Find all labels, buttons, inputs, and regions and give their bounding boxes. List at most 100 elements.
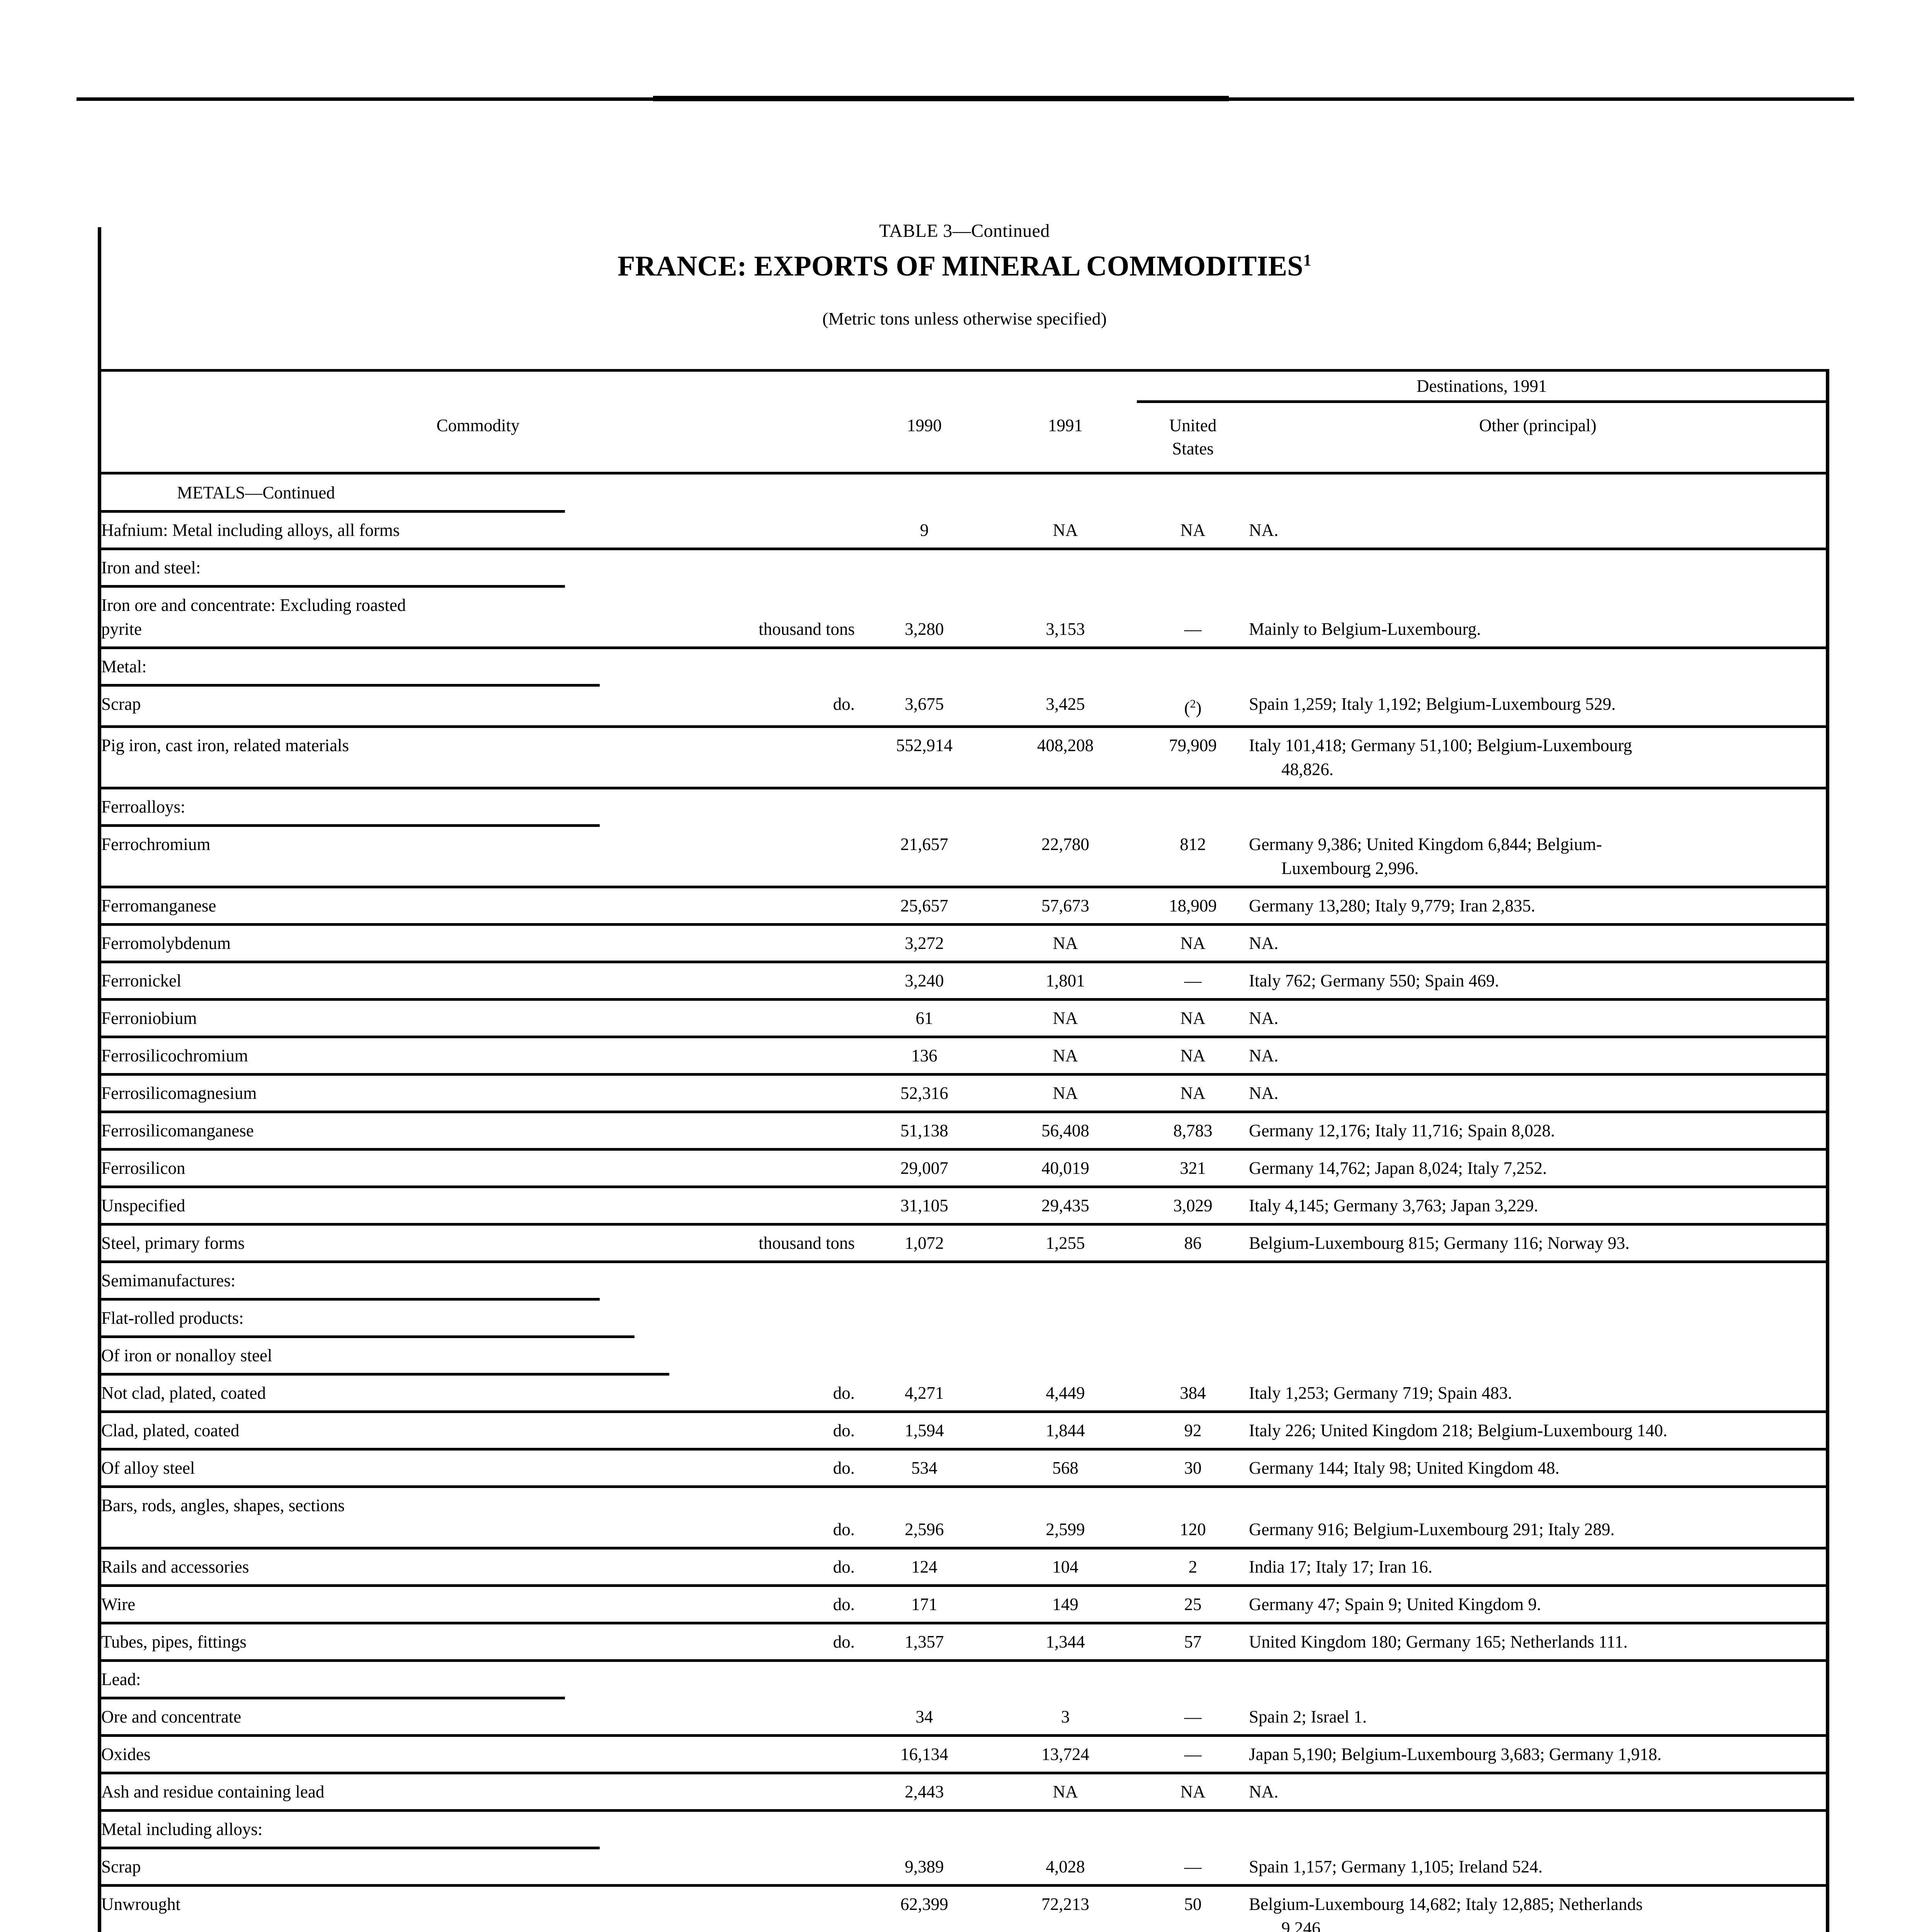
table-rule — [101, 510, 1827, 513]
horizontal-rule — [101, 585, 565, 588]
commodity-label: Scrap — [101, 1857, 141, 1876]
other-destinations: Japan 5,190; Belgium-Luxembourg 3,683; G… — [1249, 1737, 1827, 1772]
unit-label — [692, 728, 855, 787]
header-commodity: Commodity — [436, 416, 520, 435]
commodity-label: Ferrosilicon — [101, 1158, 185, 1178]
horizontal-rule — [101, 886, 1827, 888]
rule-cell — [101, 1734, 1827, 1737]
table-rule — [101, 684, 1827, 687]
rule-cell — [101, 1073, 1827, 1076]
commodity-label: Semimanufactures: — [101, 1271, 236, 1290]
table-row: Clad, plated, coated do. 1,594 1,844 92 Italy… — [101, 1413, 1827, 1448]
us-value: 812 — [1180, 835, 1206, 854]
rule-cell — [101, 1584, 1827, 1587]
rule-cell — [101, 886, 1827, 888]
units-note: (Metric tons unless otherwise specified) — [822, 309, 1107, 328]
rule-cell — [101, 1884, 1827, 1887]
year-1990-value: 3,272 — [905, 934, 944, 953]
us-value: 50 — [1184, 1895, 1202, 1914]
other-destinations-line1: United Kingdom 180; Germany 165; Netherl… — [1249, 1632, 1628, 1651]
year-1991-value: 4,028 — [1046, 1857, 1085, 1876]
horizontal-rule — [101, 1584, 1827, 1587]
rule-cell — [101, 998, 1827, 1001]
year-1991-value — [994, 550, 1137, 585]
rule-cell — [101, 1298, 1827, 1301]
other-destinations-line1: Spain 1,157; Germany 1,105; Ireland 524. — [1249, 1857, 1543, 1876]
year-1990-value-text: 3,280 — [905, 619, 944, 639]
unit-label: do. — [833, 1632, 855, 1651]
unit-label — [692, 1887, 855, 1932]
table-row: Ore and concentrate 34 3 — Spain 2; Israel … — [101, 1699, 1827, 1734]
us-value: 384 — [1180, 1383, 1206, 1403]
other-destinations: United Kingdom 180; Germany 165; Netherl… — [1249, 1624, 1827, 1659]
table-row: Scrap do. 3,675 3,425 (2) Spain 1,259; Italy … — [101, 687, 1827, 725]
rule-cell — [101, 1148, 1827, 1151]
year-1991-value-text: 3,153 — [1046, 619, 1085, 639]
rule-cell — [101, 787, 1827, 789]
horizontal-rule — [101, 1485, 1827, 1488]
table-row: Ferrosilicon 29,007 40,019 321 Germany 14,7… — [101, 1151, 1827, 1185]
year-1991-value: NA — [1053, 1782, 1078, 1801]
table-row: Of iron or nonalloy steel — [101, 1338, 1827, 1373]
year-1990-value: 29,007 — [900, 1158, 948, 1178]
unit-label — [692, 926, 855, 961]
year-1991-value — [994, 649, 1137, 684]
year-1990-value — [855, 1263, 994, 1298]
commodity-label: Lead: — [101, 1670, 141, 1689]
table-row: Metal: — [101, 649, 1827, 684]
table-row: Of alloy steel do. 534 568 30 Germany 144; It… — [101, 1451, 1827, 1485]
us-value-text: — — [1184, 619, 1202, 639]
table-row: Ferromanganese 25,657 57,673 18,909 Germany… — [101, 888, 1827, 923]
unit-label — [692, 1737, 855, 1772]
other-destinations: Germany 14,762; Japan 8,024; Italy 7,252… — [1249, 1151, 1827, 1185]
horizontal-rule — [101, 1298, 600, 1301]
year-1990-value: 9 — [920, 520, 929, 540]
commodity-label: Not clad, plated, coated — [101, 1383, 266, 1403]
us-value: 2 — [1188, 1557, 1198, 1577]
year-1990-value-text: 2,596 — [905, 1520, 944, 1539]
table-rule — [101, 923, 1827, 926]
table-rule — [101, 1410, 1827, 1413]
year-1990-value: 171 — [911, 1595, 937, 1614]
other-destinations-line1: Belgium-Luxembourg 815; Germany 116; Nor… — [1249, 1233, 1630, 1253]
commodity-label: Ferromolybdenum — [101, 934, 231, 953]
table-row: Unwrought 62,399 72,213 50 Belgium-Luxembou… — [101, 1887, 1827, 1932]
unit-label: do. — [833, 1421, 855, 1440]
table-row: Hafnium: Metal including alloys, all for… — [101, 513, 1827, 548]
us-value: — — [1184, 1857, 1202, 1876]
other-destinations: Spain 2; Israel 1. — [1249, 1699, 1827, 1734]
commodity-label: Of iron or nonalloy steel — [101, 1346, 272, 1365]
unit-label — [692, 1188, 855, 1223]
rule-cell — [101, 510, 1827, 513]
table-row: Flat-rolled products: — [101, 1301, 1827, 1335]
year-1990-value: 1,357 — [905, 1632, 944, 1651]
commodity-label: Ash and residue containing lead — [101, 1782, 325, 1801]
year-1991-value: 3,153 — [994, 588, 1137, 646]
rule-cell — [1137, 400, 1827, 403]
table-row: Ferromolybdenum 3,272 NA NA NA. — [101, 926, 1827, 961]
header-united-states: United States — [1137, 403, 1249, 472]
us-value — [1137, 1812, 1249, 1847]
other-destinations-line1: NA. — [1249, 1009, 1279, 1028]
table-row: Semimanufactures: — [101, 1263, 1827, 1298]
year-1990-value — [855, 789, 994, 824]
year-1990-value: 136 — [911, 1046, 937, 1065]
header-year-1990: 1990 — [907, 416, 942, 435]
commodity-label: Ore and concentrate — [101, 1707, 242, 1726]
us-value: — — [1184, 1707, 1202, 1726]
us-value — [1137, 789, 1249, 824]
other-destinations-line1: Germany 916; Belgium-Luxembourg 291; Ita… — [1249, 1520, 1615, 1539]
other-destinations-line1: Germany 144; Italy 98; United Kingdom 48… — [1249, 1458, 1560, 1478]
horizontal-rule — [101, 1448, 1827, 1451]
table-rule — [101, 1659, 1827, 1662]
year-1990-value — [855, 1662, 994, 1697]
us-value — [1137, 550, 1249, 585]
horizontal-rule — [101, 998, 1827, 1001]
us-value: 25 — [1184, 1595, 1202, 1614]
horizontal-rule — [101, 1547, 1827, 1549]
year-1991-value: 1,801 — [1046, 971, 1085, 990]
table-row: Wire do. 171 149 25 Germany 47; Spain 9; Unit… — [101, 1587, 1827, 1622]
year-1991-value: 13,724 — [1041, 1745, 1089, 1764]
year-1990-value — [855, 1338, 994, 1373]
horizontal-rule — [101, 510, 565, 513]
